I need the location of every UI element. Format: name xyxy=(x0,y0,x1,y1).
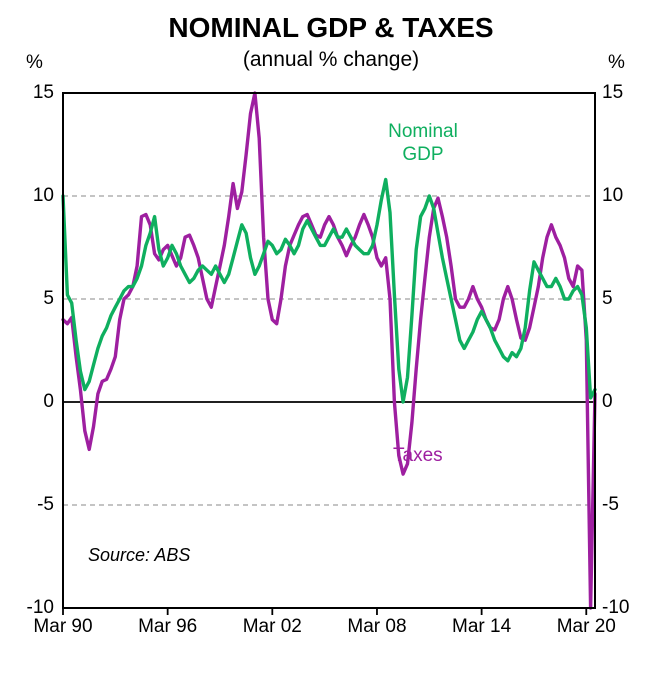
chart-canvas xyxy=(61,91,597,615)
chart-subtitle: (annual % change) xyxy=(242,48,420,71)
y-axis-unit-left: % xyxy=(26,52,43,73)
y-tick-label-right: 5 xyxy=(602,288,613,309)
x-tick-label: Mar 96 xyxy=(138,616,198,637)
y-tick-label-left: 0 xyxy=(43,391,54,412)
y-tick-label-right: 10 xyxy=(602,185,624,206)
series-label-nominal-gdp: Nominal GDP xyxy=(388,121,458,165)
y-tick-label-right: 0 xyxy=(602,391,613,412)
y-axis-unit-right: % xyxy=(608,52,625,73)
y-tick-label-left: 15 xyxy=(32,82,54,103)
y-tick-label-right: 15 xyxy=(602,82,624,103)
plot-frame xyxy=(62,92,596,609)
x-tick-label: Mar 90 xyxy=(33,616,93,637)
plot-area: Nominal GDP Taxes Source: ABS xyxy=(61,91,597,615)
x-tick-label: Mar 08 xyxy=(347,616,407,637)
y-tick-label-left: 5 xyxy=(43,288,54,309)
x-tick-label: Mar 20 xyxy=(556,616,616,637)
series-line-taxes xyxy=(61,91,597,610)
y-tick-label-right: -5 xyxy=(602,494,619,515)
y-tick-label-left: 10 xyxy=(32,185,54,206)
y-tick-label-right: -10 xyxy=(602,597,630,618)
x-tick-label: Mar 14 xyxy=(452,616,512,637)
source-note: Source: ABS xyxy=(88,545,191,565)
series-line-nominal-gdp xyxy=(61,177,597,404)
y-tick-label-left: -5 xyxy=(37,494,54,515)
series-label-taxes: Taxes xyxy=(393,445,443,466)
x-tick-label: Mar 02 xyxy=(242,616,302,637)
chart-title: NOMINAL GDP & TAXES xyxy=(168,12,494,43)
y-tick-label-left: -10 xyxy=(26,597,54,618)
